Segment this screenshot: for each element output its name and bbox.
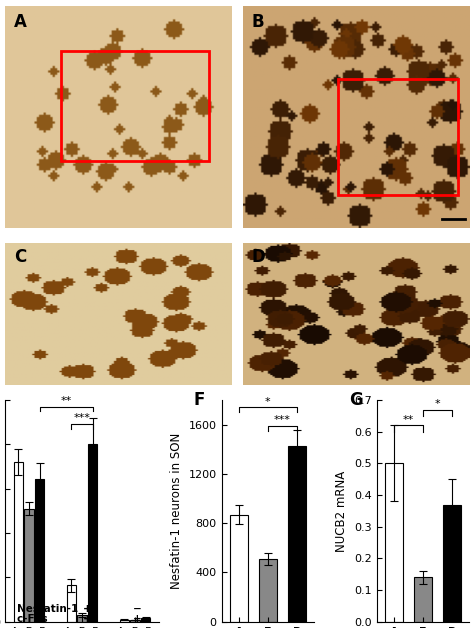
Text: *: * <box>265 397 271 407</box>
Bar <box>120 619 129 622</box>
Bar <box>35 479 44 622</box>
Text: c-Fos          −: c-Fos − <box>17 614 92 624</box>
Text: **: ** <box>60 396 72 406</box>
Text: A: A <box>14 13 27 31</box>
Bar <box>88 445 97 622</box>
Bar <box>130 620 140 622</box>
Bar <box>14 462 23 622</box>
Text: C: C <box>14 247 26 266</box>
Text: Nesfatin-1  +: Nesfatin-1 + <box>17 604 94 614</box>
Bar <box>414 577 432 622</box>
Text: G: G <box>349 391 363 409</box>
Text: +: + <box>83 614 91 624</box>
Bar <box>62 51 209 161</box>
Bar <box>67 585 76 622</box>
Bar <box>77 615 87 622</box>
Bar <box>338 79 458 195</box>
Text: ***: *** <box>73 413 91 423</box>
Y-axis label: NUCB2 mRNA: NUCB2 mRNA <box>336 470 348 551</box>
Y-axis label: Nesfatin-1 neurons in SON: Nesfatin-1 neurons in SON <box>170 433 183 589</box>
Bar <box>230 514 247 622</box>
Text: B: B <box>252 13 264 31</box>
Text: ***: *** <box>274 415 291 425</box>
Bar <box>24 509 34 622</box>
Text: +: + <box>133 614 141 624</box>
Text: −: − <box>133 604 141 614</box>
Bar <box>288 446 306 622</box>
Bar <box>443 504 461 622</box>
Bar <box>259 559 277 622</box>
Text: D: D <box>252 247 265 266</box>
Text: *: * <box>435 399 440 409</box>
Bar <box>141 618 150 622</box>
Bar <box>385 463 402 622</box>
Text: +: + <box>83 604 91 614</box>
Text: **: ** <box>403 414 414 425</box>
Text: F: F <box>194 391 205 409</box>
